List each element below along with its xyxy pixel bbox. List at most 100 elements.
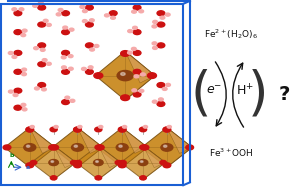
Circle shape xyxy=(186,145,194,150)
Circle shape xyxy=(157,11,165,16)
Circle shape xyxy=(22,108,27,111)
Circle shape xyxy=(14,30,22,35)
Circle shape xyxy=(22,29,27,32)
Circle shape xyxy=(62,11,69,16)
Circle shape xyxy=(140,145,148,150)
Circle shape xyxy=(122,125,127,128)
Circle shape xyxy=(131,47,136,50)
Circle shape xyxy=(109,11,117,16)
Circle shape xyxy=(74,163,81,168)
Circle shape xyxy=(133,5,141,10)
Circle shape xyxy=(116,144,128,151)
Text: e$^{-}$: e$^{-}$ xyxy=(206,84,222,97)
Circle shape xyxy=(133,50,141,55)
Circle shape xyxy=(83,20,87,23)
Circle shape xyxy=(38,62,46,67)
Text: b: b xyxy=(10,153,14,158)
Circle shape xyxy=(94,44,99,47)
Circle shape xyxy=(21,34,26,37)
Circle shape xyxy=(56,13,61,16)
Circle shape xyxy=(58,9,63,12)
Circle shape xyxy=(133,30,141,35)
Circle shape xyxy=(157,83,165,88)
Circle shape xyxy=(133,69,141,74)
Circle shape xyxy=(138,160,148,166)
Circle shape xyxy=(38,22,46,27)
Polygon shape xyxy=(142,128,192,167)
Circle shape xyxy=(8,90,13,93)
Polygon shape xyxy=(122,128,148,153)
Circle shape xyxy=(65,96,70,99)
Circle shape xyxy=(121,73,125,75)
Circle shape xyxy=(62,66,66,69)
Circle shape xyxy=(140,161,143,162)
Polygon shape xyxy=(95,51,155,100)
Circle shape xyxy=(163,127,171,132)
Circle shape xyxy=(72,144,83,151)
Text: (: ( xyxy=(190,68,211,121)
Circle shape xyxy=(166,83,170,86)
Polygon shape xyxy=(143,146,165,168)
Circle shape xyxy=(165,13,170,16)
Circle shape xyxy=(83,10,87,13)
Circle shape xyxy=(89,19,94,22)
Circle shape xyxy=(3,145,11,150)
Circle shape xyxy=(26,127,33,132)
Text: ?: ? xyxy=(279,85,290,104)
Circle shape xyxy=(95,127,102,132)
Circle shape xyxy=(121,51,130,56)
Circle shape xyxy=(62,69,69,74)
Circle shape xyxy=(119,145,122,147)
Polygon shape xyxy=(98,146,121,168)
Circle shape xyxy=(74,127,81,132)
Circle shape xyxy=(159,98,163,101)
Circle shape xyxy=(22,68,27,71)
Circle shape xyxy=(152,42,157,45)
Polygon shape xyxy=(30,128,55,153)
Circle shape xyxy=(33,4,38,7)
Circle shape xyxy=(49,160,58,166)
Circle shape xyxy=(157,43,165,48)
Circle shape xyxy=(70,160,77,165)
Circle shape xyxy=(46,23,51,26)
Circle shape xyxy=(88,66,93,69)
Circle shape xyxy=(74,127,81,132)
Circle shape xyxy=(63,26,68,29)
Circle shape xyxy=(157,101,165,106)
Circle shape xyxy=(128,51,132,54)
Circle shape xyxy=(49,145,57,150)
Circle shape xyxy=(157,22,165,27)
Circle shape xyxy=(148,73,156,78)
Polygon shape xyxy=(97,128,148,167)
Circle shape xyxy=(30,160,37,165)
Circle shape xyxy=(40,48,45,51)
Circle shape xyxy=(153,46,157,49)
Circle shape xyxy=(69,28,74,31)
Circle shape xyxy=(19,8,24,11)
Circle shape xyxy=(38,43,46,48)
Polygon shape xyxy=(121,146,165,180)
Circle shape xyxy=(86,43,93,48)
Circle shape xyxy=(24,144,36,151)
Circle shape xyxy=(152,25,157,28)
Circle shape xyxy=(167,125,171,128)
Polygon shape xyxy=(4,128,55,167)
Circle shape xyxy=(121,95,130,101)
Circle shape xyxy=(153,20,158,23)
Circle shape xyxy=(50,176,57,180)
Polygon shape xyxy=(77,128,103,153)
Circle shape xyxy=(62,50,69,55)
Circle shape xyxy=(160,16,165,19)
Circle shape xyxy=(134,75,139,78)
Circle shape xyxy=(62,30,69,35)
Circle shape xyxy=(68,55,73,58)
Circle shape xyxy=(61,56,66,59)
Text: ): ) xyxy=(248,68,268,121)
Circle shape xyxy=(132,89,137,92)
Circle shape xyxy=(46,62,51,65)
Circle shape xyxy=(86,69,93,74)
Circle shape xyxy=(43,19,48,22)
Circle shape xyxy=(95,145,102,149)
Circle shape xyxy=(38,5,46,10)
Circle shape xyxy=(97,145,104,150)
